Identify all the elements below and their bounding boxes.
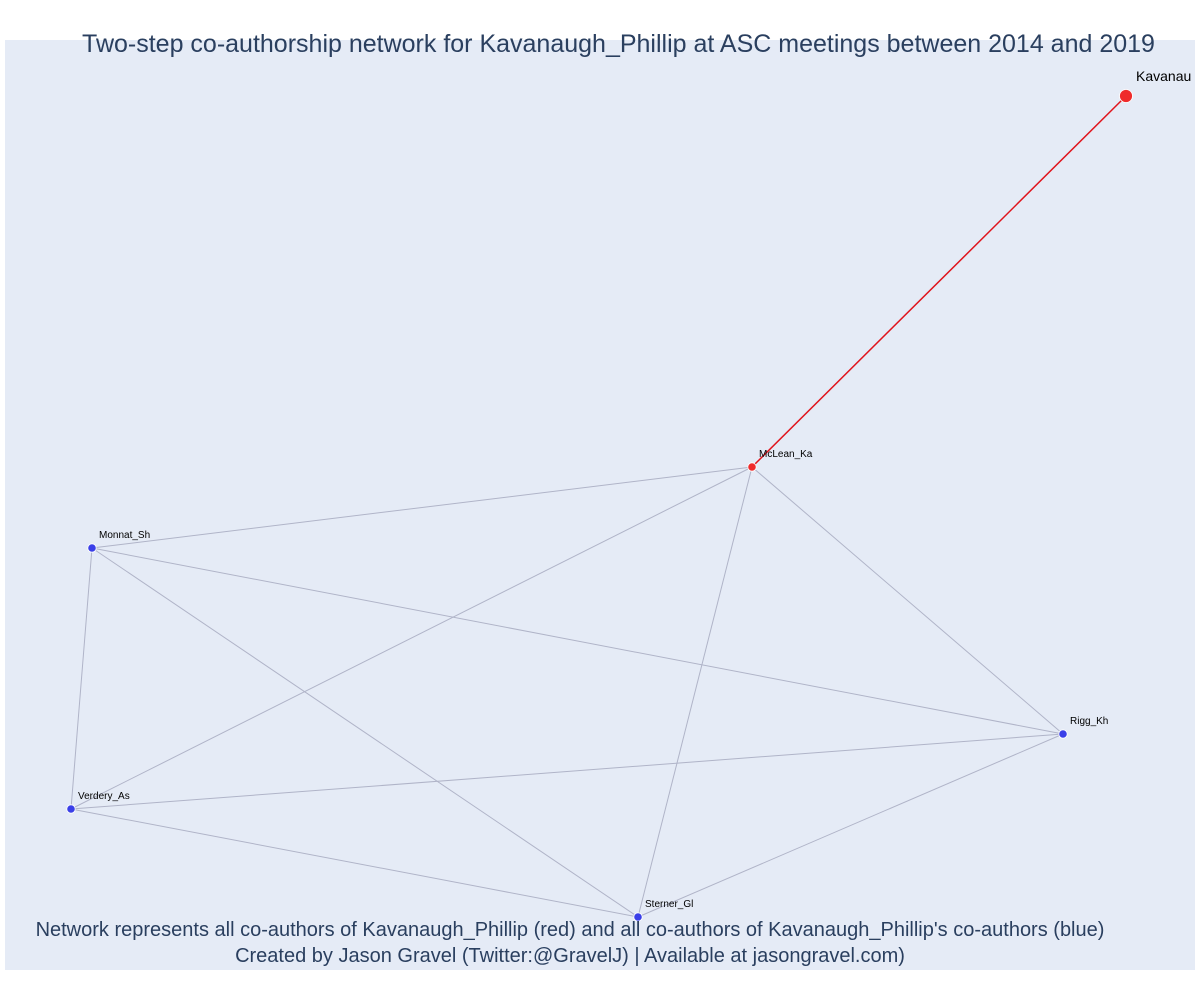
- edge-monnat_sh-sterner_gl: [91, 547, 639, 918]
- caption-description: Network represents all co-authors of Kav…: [35, 919, 1105, 941]
- edge-monnat_sh-rigg_kh: [91, 547, 1064, 735]
- node-label-rigg_kh: Rigg_Kh: [1070, 716, 1108, 727]
- edge-sterner_gl-rigg_kh: [637, 733, 1064, 918]
- edge-mclean_ka-monnat_sh: [91, 466, 753, 549]
- node-monnat_sh[interactable]: [87, 543, 97, 553]
- edge-verdery_as-sterner_gl: [70, 808, 639, 918]
- edge-monnat_sh-verdery_as: [70, 547, 93, 810]
- node-sterner_gl[interactable]: [633, 912, 643, 922]
- chart-title: Two-step co-authorship network for Kavan…: [82, 30, 1155, 58]
- node-label-monnat_sh: Monnat_Sh: [99, 530, 150, 541]
- node-rigg_kh[interactable]: [1058, 729, 1068, 739]
- nodes-layer: [66, 89, 1133, 922]
- node-label-verdery_as: Verdery_As: [78, 791, 130, 802]
- node-label-sterner_gl: Sterner_Gl: [645, 899, 693, 910]
- node-label-kavanaugh_phillip: Kavanau: [1136, 68, 1191, 84]
- edges-layer: [70, 95, 1127, 918]
- node-mclean_ka[interactable]: [747, 462, 757, 472]
- edge-kavanaugh_phillip-mclean_ka: [751, 95, 1127, 468]
- edge-verdery_as-rigg_kh: [70, 733, 1064, 810]
- edge-mclean_ka-verdery_as: [70, 466, 753, 810]
- labels-layer: Kavanau McLean_Ka Monnat_Sh Rigg_Kh Verdery_…: [78, 68, 1191, 910]
- caption-credit: Created by Jason Gravel (Twitter:@Gravel…: [235, 945, 905, 967]
- edge-mclean_ka-rigg_kh: [751, 466, 1064, 735]
- node-kavanaugh_phillip[interactable]: [1119, 89, 1133, 103]
- node-verdery_as[interactable]: [66, 804, 76, 814]
- edge-mclean_ka-sterner_gl: [637, 466, 753, 918]
- plot-area: [5, 40, 1195, 970]
- node-label-mclean_ka: McLean_Ka: [759, 449, 813, 460]
